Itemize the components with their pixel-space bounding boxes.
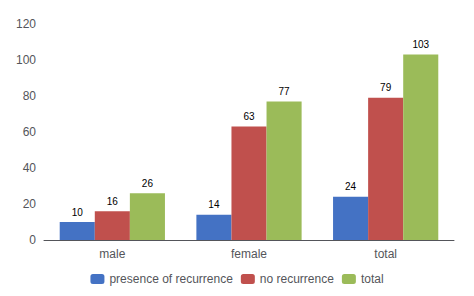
svg-text:total: total <box>374 247 397 261</box>
svg-text:103: 103 <box>412 39 429 50</box>
svg-text:40: 40 <box>23 161 37 175</box>
svg-text:63: 63 <box>243 111 255 122</box>
svg-text:77: 77 <box>279 86 291 97</box>
svg-text:24: 24 <box>345 181 357 192</box>
svg-text:120: 120 <box>16 17 36 31</box>
svg-text:total: total <box>361 272 384 286</box>
svg-text:female: female <box>231 247 267 261</box>
svg-text:79: 79 <box>380 82 392 93</box>
svg-text:14: 14 <box>208 199 220 210</box>
svg-text:60: 60 <box>23 125 37 139</box>
svg-text:0: 0 <box>29 233 36 247</box>
svg-text:26: 26 <box>142 178 154 189</box>
svg-text:16: 16 <box>107 196 119 207</box>
svg-text:presence of recurrence: presence of recurrence <box>109 272 233 286</box>
svg-text:80: 80 <box>23 89 37 103</box>
svg-text:male: male <box>99 247 125 261</box>
svg-text:10: 10 <box>72 207 84 218</box>
svg-text:no recurrence: no recurrence <box>260 272 334 286</box>
svg-text:100: 100 <box>16 53 36 67</box>
svg-text:20: 20 <box>23 197 37 211</box>
